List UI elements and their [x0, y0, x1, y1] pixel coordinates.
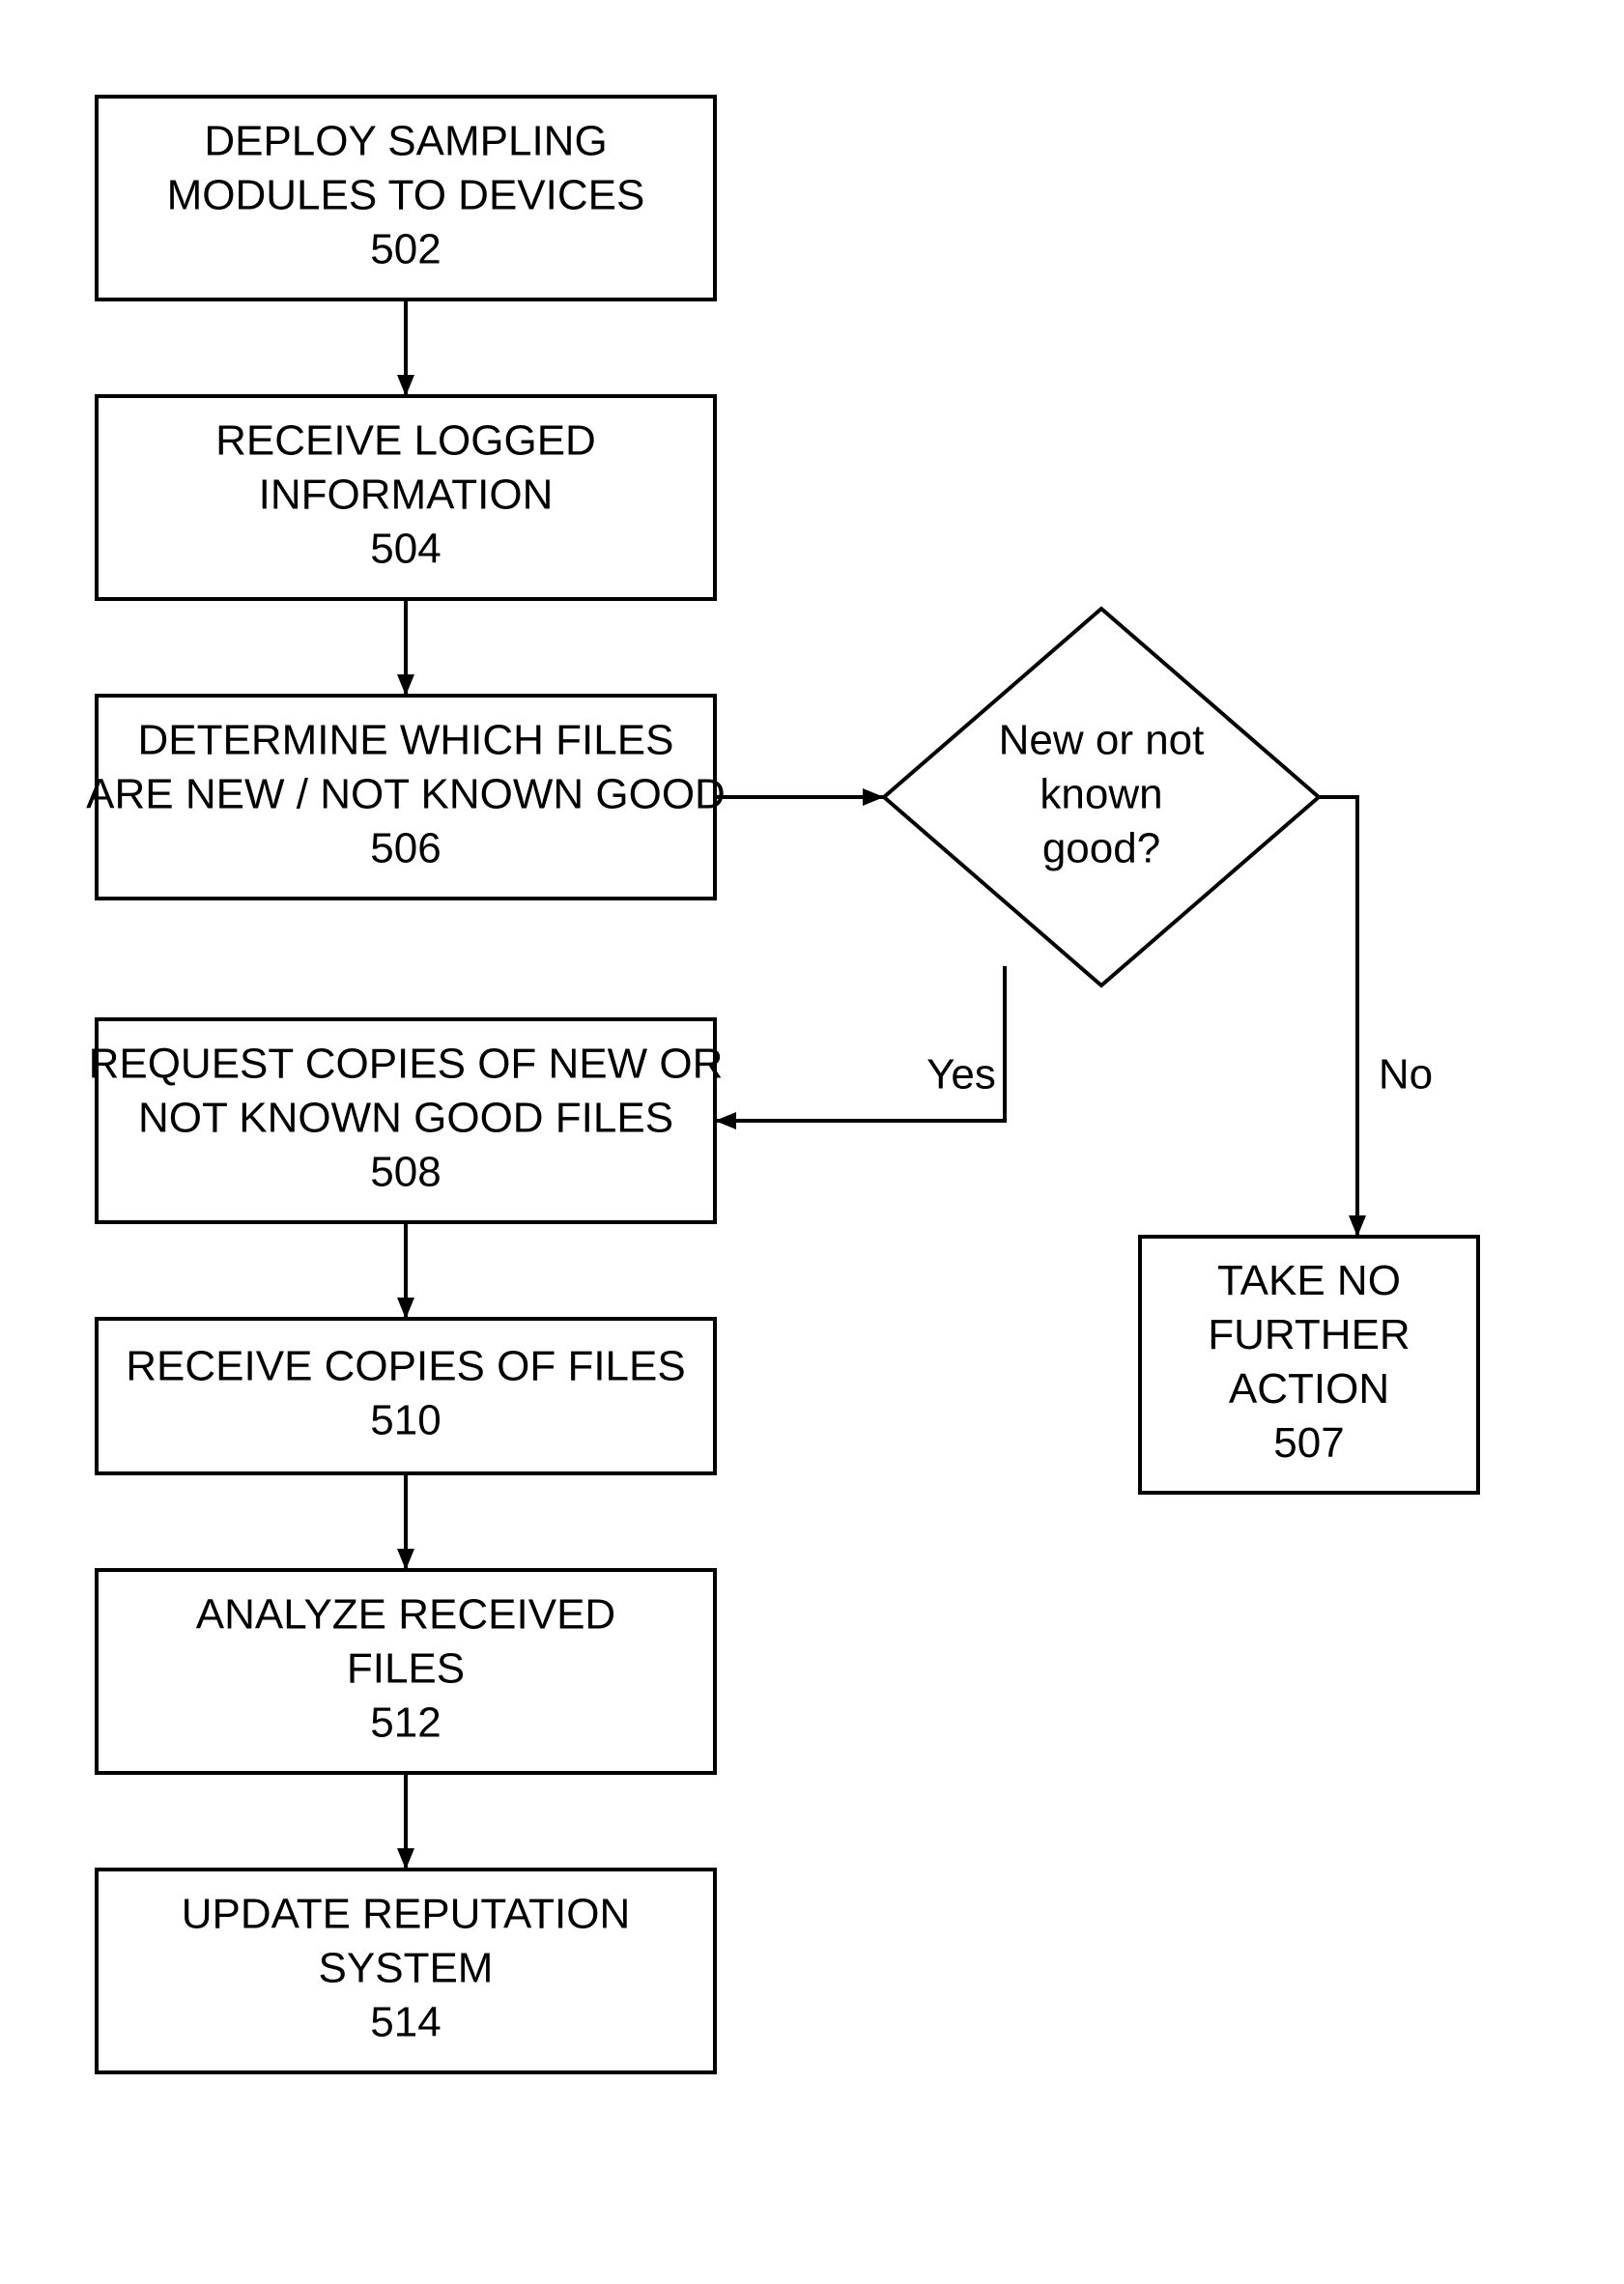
flowchart-edge-6 — [397, 1473, 414, 1570]
node-text-line: known — [1040, 771, 1162, 818]
flowchart-decision-diamond: New or not known good? — [884, 609, 1319, 985]
node-text-line: 512 — [370, 1699, 441, 1747]
edge-label: No — [1379, 1051, 1433, 1099]
flowchart-edge-4: No — [1319, 797, 1433, 1237]
arrowhead-icon — [715, 1112, 736, 1129]
arrowhead-icon — [397, 1848, 414, 1870]
arrowhead-icon — [863, 788, 884, 806]
flowchart-node-n508: REQUEST COPIES OF NEW OR NOT KNOWN GOOD F… — [89, 1019, 724, 1222]
node-text-line: New or not — [999, 717, 1205, 764]
arrowhead-icon — [397, 674, 414, 696]
flowchart-node-n510: RECEIVE COPIES OF FILES 510 — [97, 1319, 715, 1473]
node-text-line: 514 — [370, 1999, 441, 2046]
flowchart-node-n507: TAKE NO FURTHER ACTION 507 — [1140, 1237, 1478, 1493]
node-text-line: NOT KNOWN GOOD FILES — [138, 1095, 673, 1142]
node-text-line: 508 — [370, 1149, 441, 1196]
node-text-line: 507 — [1273, 1419, 1344, 1467]
node-text-line: UPDATE REPUTATION — [182, 1891, 630, 1938]
node-text-line: SYSTEM — [319, 1945, 494, 1992]
arrowhead-icon — [397, 375, 414, 396]
node-text-line: RECEIVE COPIES OF FILES — [126, 1343, 685, 1390]
node-text-line: ACTION — [1229, 1365, 1389, 1413]
flowchart-edge-2 — [715, 788, 884, 806]
flowchart-edge-1 — [397, 599, 414, 696]
node-text-line: MODULES TO DEVICES — [167, 172, 645, 219]
node-text-line: 510 — [370, 1397, 441, 1444]
node-text-line: TAKE NO — [1217, 1257, 1401, 1304]
node-text-line: ARE NEW / NOT KNOWN GOOD — [86, 771, 726, 818]
arrowhead-icon — [397, 1298, 414, 1319]
node-text-line: RECEIVE LOGGED — [215, 417, 596, 465]
flowchart-node-n506: DETERMINE WHICH FILES ARE NEW / NOT KNOWN… — [86, 696, 726, 899]
flowchart-edge-7 — [397, 1773, 414, 1870]
node-text-line: ANALYZE RECEIVED — [196, 1591, 615, 1639]
node-text-line: DETERMINE WHICH FILES — [138, 717, 674, 764]
node-text-line: good? — [1042, 825, 1160, 872]
node-text-line: 504 — [370, 526, 441, 573]
node-text-line: 506 — [370, 825, 441, 872]
node-text-line: REQUEST COPIES OF NEW OR — [89, 1041, 724, 1088]
flowchart-edge-5 — [397, 1222, 414, 1319]
flowchart-node-n502: DEPLOY SAMPLING MODULES TO DEVICES 502 — [97, 97, 715, 300]
node-text-line: 502 — [370, 226, 441, 273]
flowchart-edge-3: Yes — [715, 966, 1005, 1129]
edge-label: Yes — [926, 1051, 996, 1099]
flowchart-node-n514: UPDATE REPUTATION SYSTEM 514 — [97, 1870, 715, 2072]
node-text-line: FURTHER — [1208, 1311, 1410, 1358]
flowchart-svg: Yes No DEPLOY SAMPLING MODULES TO DEVICES 50… — [0, 0, 1624, 2284]
flowchart-edge-0 — [397, 300, 414, 396]
node-text-line: INFORMATION — [259, 471, 554, 519]
node-text-line: DEPLOY SAMPLING — [204, 118, 607, 165]
flowchart-node-n512: ANALYZE RECEIVED FILES 512 — [97, 1570, 715, 1773]
arrowhead-icon — [1349, 1215, 1366, 1237]
flowchart-diagram: Yes No DEPLOY SAMPLING MODULES TO DEVICES 50… — [0, 0, 1624, 2284]
node-text-line: FILES — [347, 1645, 465, 1693]
arrowhead-icon — [397, 1549, 414, 1570]
flowchart-node-n504: RECEIVE LOGGED INFORMATION 504 — [97, 396, 715, 599]
